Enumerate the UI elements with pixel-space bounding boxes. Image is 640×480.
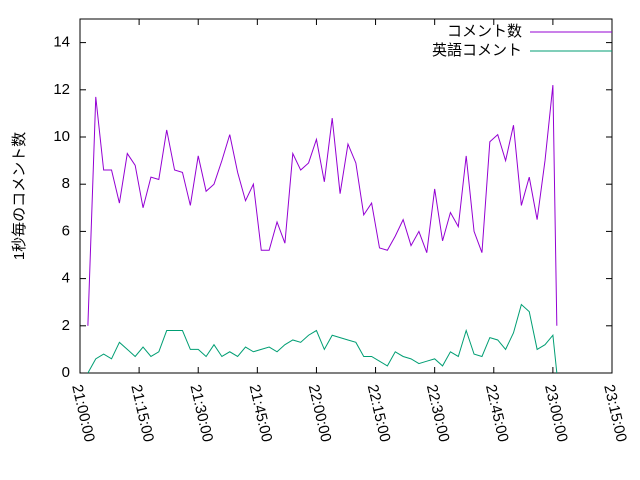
y-tick-label: 8 [62,175,70,192]
x-tick-label: 23:00:00 [541,383,571,444]
legend-label: 英語コメント [432,41,522,59]
y-tick-label: 6 [62,222,70,239]
x-tick-label: 21:45:00 [246,383,276,444]
y-tick-label: 2 [62,317,70,334]
y-tick-label: 0 [62,364,70,381]
legend-label: コメント数 [447,23,522,40]
series-line [87,85,558,326]
y-tick-label: 12 [53,81,70,98]
plot-frame [79,18,613,374]
y-axis-label: 1秒毎のコメント数 [11,132,28,260]
x-tick-label: 22:30:00 [423,383,453,444]
x-tick-label: 22:45:00 [482,383,512,444]
y-tick-label: 4 [62,270,70,287]
x-tick-label: 22:15:00 [364,383,394,444]
x-tick-label: 21:00:00 [68,383,98,444]
y-tick-label: 14 [53,34,70,51]
x-tick-label: 23:15:00 [600,383,630,444]
x-tick-label: 22:00:00 [305,383,335,444]
x-tick-label: 21:15:00 [127,383,157,444]
x-tick-label: 21:30:00 [186,383,216,444]
y-tick-label: 10 [53,128,70,145]
series-line [87,303,558,374]
